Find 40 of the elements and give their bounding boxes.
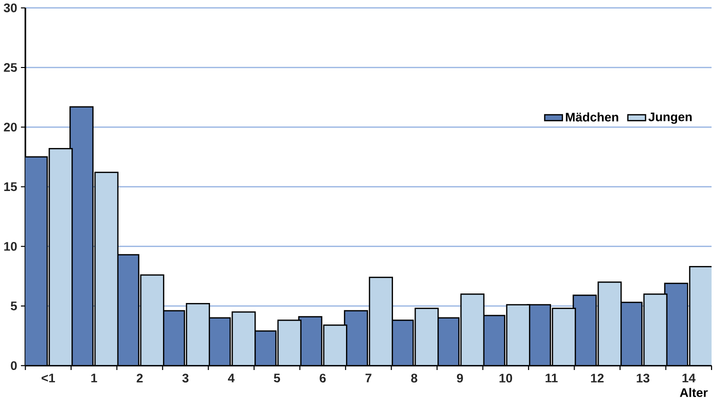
x-tick-label: 8 <box>411 374 418 383</box>
bar <box>94 172 119 366</box>
bar <box>598 282 622 366</box>
y-tick-label: 5 <box>10 302 17 311</box>
x-tick-label: 13 <box>636 374 650 383</box>
bar <box>643 294 668 366</box>
bar <box>414 308 439 366</box>
y-tick-label: 30 <box>4 4 17 13</box>
x-tick-label: 3 <box>182 374 188 383</box>
x-tick-label: 6 <box>320 374 326 383</box>
y-tick-label: 10 <box>4 242 17 252</box>
bar <box>140 274 164 366</box>
bar <box>368 276 393 366</box>
bar <box>552 308 576 366</box>
y-tick-label: 20 <box>4 122 17 132</box>
x-tick-label: 5 <box>274 374 280 383</box>
x-tick-label: 7 <box>366 374 372 382</box>
x-tick-label: 4 <box>228 374 235 382</box>
y-tick-label: 0 <box>10 361 17 370</box>
x-tick-label: 14 <box>682 374 696 382</box>
bar <box>323 324 348 366</box>
bar <box>186 303 210 366</box>
x-tick-label: 9 <box>456 374 463 383</box>
bar <box>277 320 302 366</box>
bar <box>232 312 256 366</box>
x-tick-label: 10 <box>500 374 512 383</box>
bar <box>460 294 484 366</box>
bar <box>689 266 712 366</box>
bar <box>48 148 73 366</box>
x-tick-label: 12 <box>591 374 604 383</box>
bar <box>506 304 530 366</box>
y-tick-label: 15 <box>4 182 17 192</box>
x-tick-label: 2 <box>136 374 143 383</box>
x-tick-label: 11 <box>546 374 558 382</box>
x-tick-label: <1 <box>42 374 55 382</box>
x-axis-title: Alter <box>680 388 708 398</box>
legend-label: Jungen <box>648 112 692 124</box>
x-tick-label: 1 <box>91 374 98 382</box>
y-tick-label: 25 <box>4 63 17 72</box>
legend-label: Mädchen <box>566 112 618 122</box>
